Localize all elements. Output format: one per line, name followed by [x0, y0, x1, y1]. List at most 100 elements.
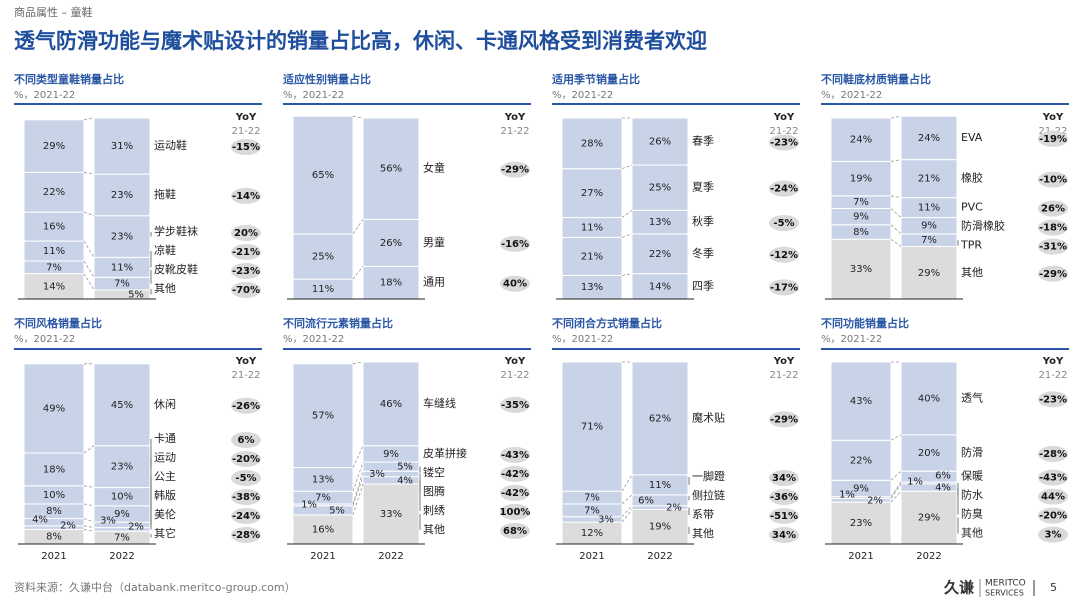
bar-segment — [900, 246, 958, 300]
yoy-badge — [1038, 238, 1068, 255]
logo-en: MERITCO — [985, 579, 1026, 589]
yoy-period: 21-22 — [500, 126, 529, 137]
value-label: 2% — [60, 521, 76, 532]
value-label: 4% — [935, 483, 951, 494]
connector-line — [352, 471, 364, 505]
legend-label: 凉鞋 — [154, 243, 176, 257]
bar-segment — [900, 490, 958, 545]
value-label: 5% — [397, 462, 413, 473]
bar-segment — [23, 452, 85, 487]
connector-line — [83, 171, 95, 175]
bar-segment — [900, 159, 958, 199]
legend-label: 防滑 — [961, 445, 983, 459]
value-label: 43% — [850, 396, 872, 407]
yoy-period: 21-22 — [231, 370, 260, 381]
yoy-header: YoY — [1042, 356, 1064, 367]
yoy-value: 40% — [503, 279, 527, 290]
yoy-value: 100% — [500, 507, 531, 518]
value-label: 27% — [581, 188, 603, 199]
value-label: 3% — [100, 516, 116, 527]
connector-line — [83, 211, 95, 217]
yoy-value: -42% — [501, 488, 529, 499]
logo-en: SERVICES — [985, 589, 1024, 598]
bar-segment — [93, 363, 151, 447]
connector-line — [83, 117, 95, 121]
legend-label: 一脚蹬 — [692, 469, 725, 483]
chart-title: 不同闭合方式销量占比 — [552, 316, 662, 330]
yoy-value: -23% — [1039, 394, 1067, 405]
bar-segment — [631, 361, 689, 476]
x-tick-label: 2022 — [647, 551, 672, 562]
value-label: 2% — [867, 495, 883, 506]
yoy-badge — [1038, 219, 1068, 236]
value-label: 29% — [43, 141, 65, 152]
legend-label: 夏季 — [692, 181, 714, 194]
x-tick-label: 2021 — [310, 551, 335, 562]
value-label: 23% — [850, 518, 872, 529]
value-label: 45% — [111, 400, 133, 411]
yoy-period: 21-22 — [231, 126, 260, 137]
chart-subtitle: %，2021-22 — [552, 334, 613, 345]
yoy-value: 3% — [1045, 530, 1062, 541]
value-label: 11% — [649, 480, 671, 491]
legend-label: 春季 — [692, 135, 714, 148]
connector-line — [83, 260, 95, 278]
bar-segment — [93, 445, 151, 489]
connector-line — [352, 115, 364, 119]
value-label: 13% — [581, 282, 603, 293]
yoy-value: -12% — [770, 250, 798, 261]
connector-line — [83, 529, 95, 532]
value-label: 33% — [380, 509, 402, 520]
legend-label: 公主 — [154, 470, 176, 483]
value-label: 10% — [43, 490, 65, 501]
value-label: 10% — [111, 492, 133, 503]
bar-segment — [362, 218, 420, 267]
chart-subtitle: %，2021-22 — [14, 90, 75, 101]
yoy-value: -42% — [501, 469, 529, 480]
bar-segment — [23, 273, 85, 300]
legend-label: 保暖 — [961, 469, 983, 483]
bar-segment — [830, 361, 892, 441]
x-tick-label: 2021 — [848, 551, 873, 562]
value-label: 26% — [380, 238, 402, 249]
x-tick-label: 2022 — [378, 551, 403, 562]
yoy-value: -20% — [1039, 511, 1067, 522]
connector-line — [352, 445, 364, 468]
yoy-badge — [231, 139, 261, 156]
value-label: 18% — [380, 278, 402, 289]
yoy-badge — [1038, 171, 1068, 188]
value-label: 7% — [114, 279, 130, 290]
yoy-value: -5% — [773, 218, 794, 229]
value-label: 1% — [907, 477, 923, 488]
value-label: 22% — [850, 455, 872, 466]
legend-label: 其他 — [423, 523, 445, 536]
yoy-badge — [1038, 469, 1068, 486]
legend-label: 休闲 — [154, 397, 176, 411]
yoy-badge — [500, 446, 530, 463]
chart-subtitle: %，2021-22 — [821, 334, 882, 345]
legend-label: 防臭 — [961, 507, 983, 521]
yoy-badge — [1038, 488, 1068, 505]
chart-subtitle: %，2021-22 — [283, 334, 344, 345]
yoy-badge — [1038, 391, 1068, 408]
legend-label: 秋季 — [692, 214, 714, 228]
yoy-badge — [1038, 507, 1068, 524]
value-label: 20% — [918, 448, 940, 459]
yoy-badge — [500, 484, 530, 501]
yoy-badge — [231, 244, 261, 260]
chart-subtitle: %，2021-22 — [283, 90, 344, 101]
value-label: 62% — [649, 413, 671, 424]
yoy-value: -43% — [1039, 473, 1067, 484]
yoy-header: YoY — [504, 356, 526, 367]
yoy-badge — [231, 282, 261, 298]
legend-label: 系带 — [692, 508, 714, 521]
value-label: 57% — [312, 411, 334, 422]
yoy-badge — [1038, 265, 1068, 282]
legend-label: 车缝线 — [423, 396, 456, 410]
value-label: 18% — [43, 464, 65, 475]
yoy-value: -5% — [235, 473, 256, 484]
connector-line — [352, 219, 364, 235]
value-label: 13% — [649, 217, 671, 228]
yoy-value: 44% — [1041, 492, 1065, 503]
value-label: 6% — [638, 495, 654, 506]
